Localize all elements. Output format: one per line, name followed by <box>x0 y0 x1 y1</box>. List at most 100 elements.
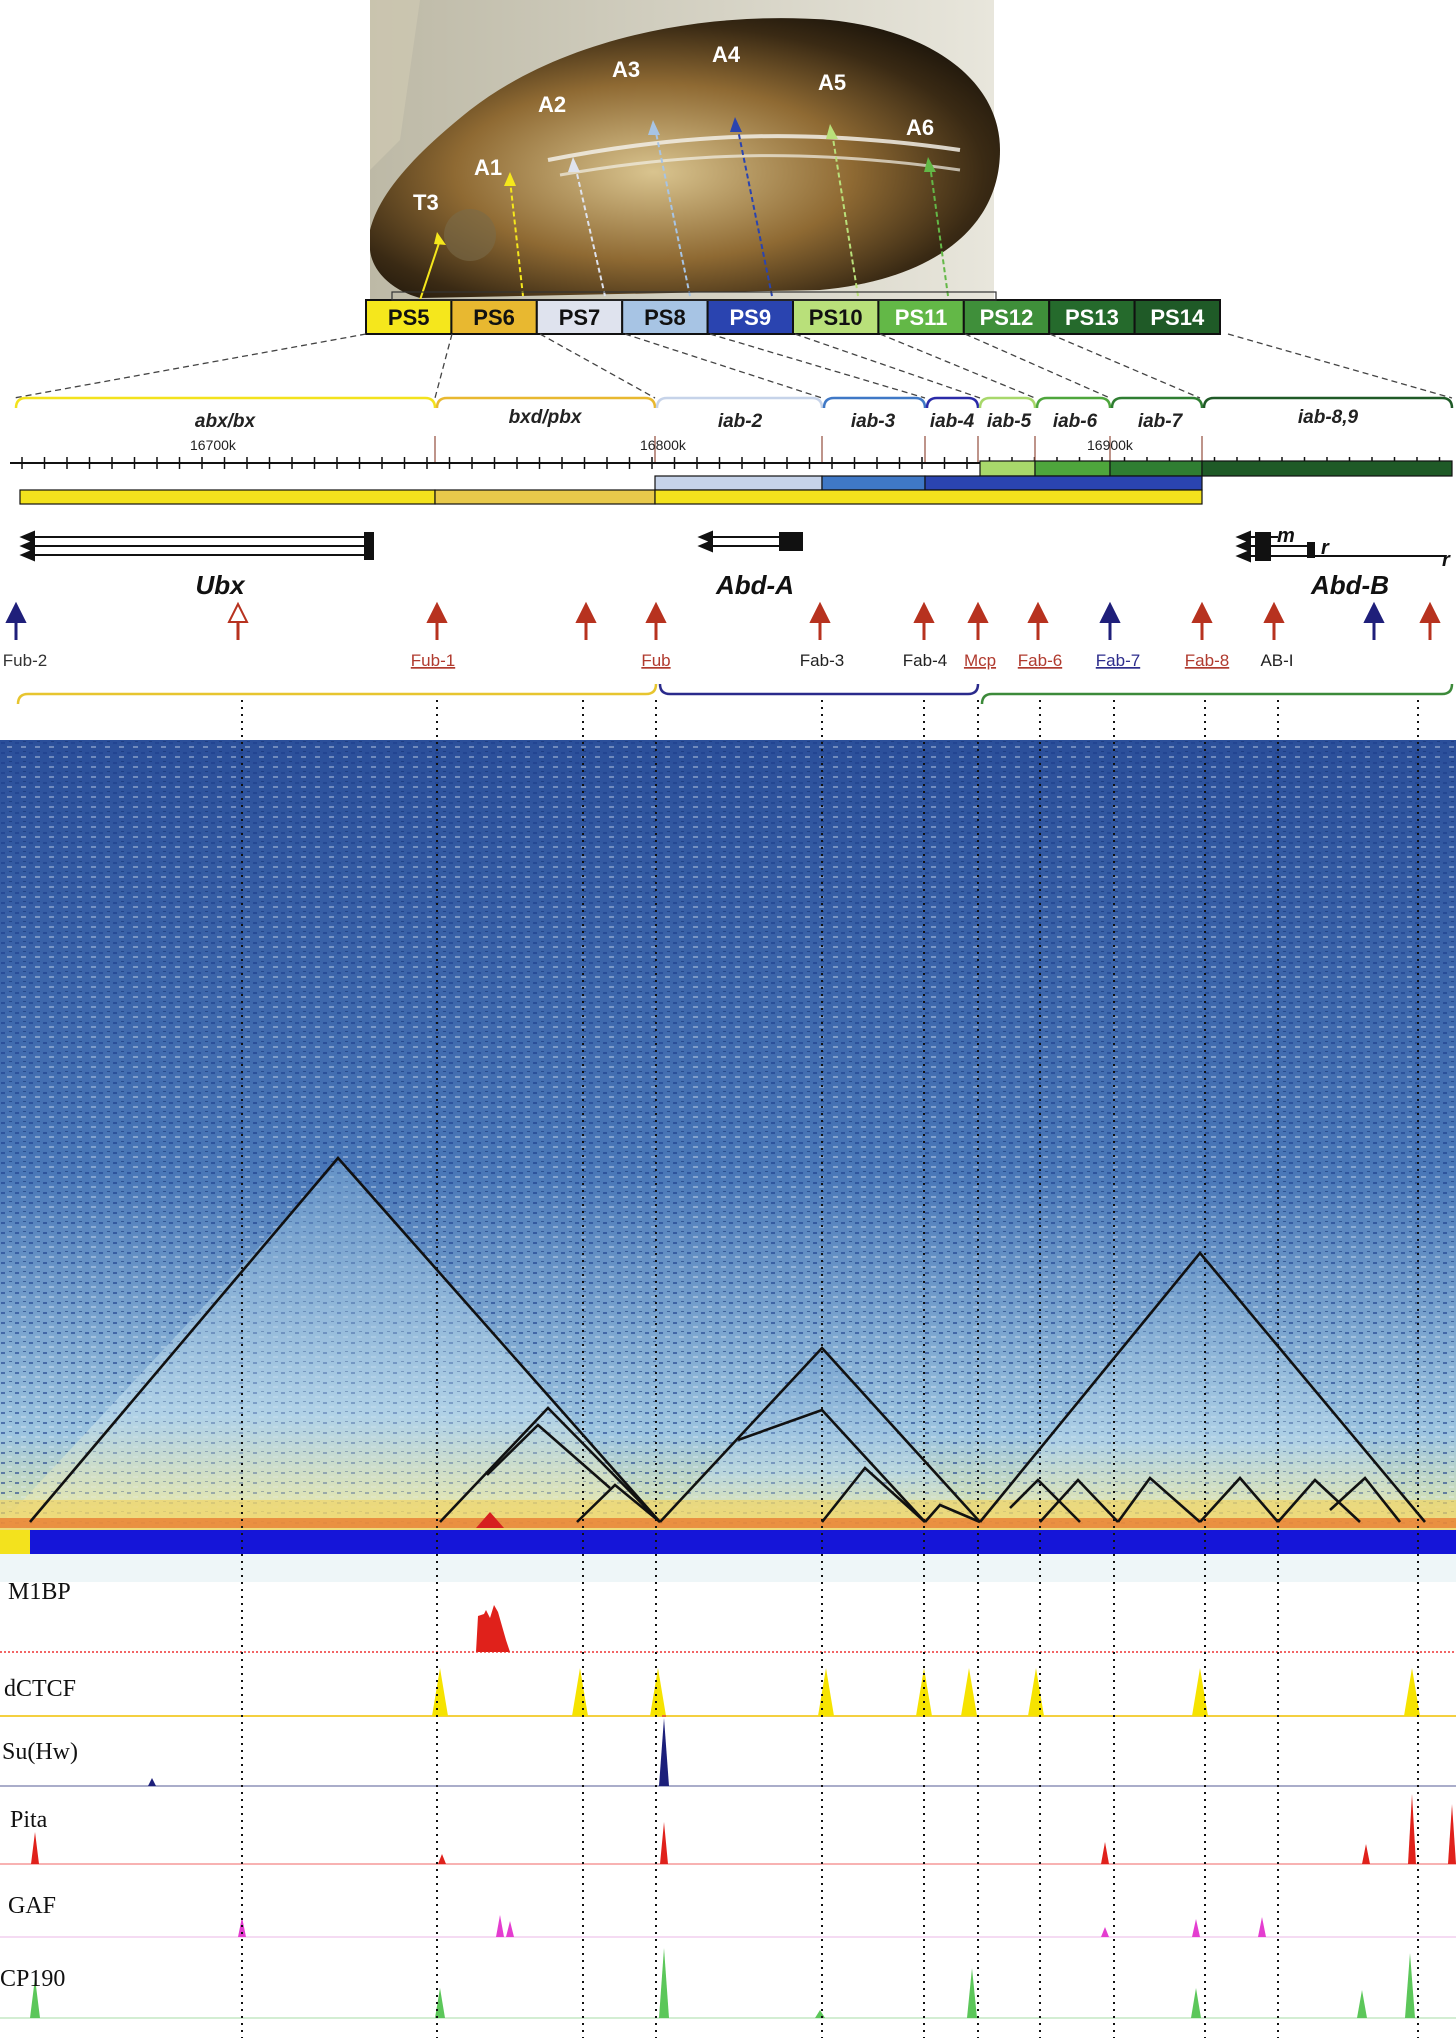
chip-peak-dctcf <box>1404 1668 1420 1716</box>
boundary-label-fub-1: Fub-1 <box>411 651 455 670</box>
track-label-m1bp: M1BP <box>8 1579 71 1605</box>
parasegment-overlap <box>391 291 997 301</box>
track-label-pita: Pita <box>10 1807 48 1833</box>
boundary-arrow <box>809 601 831 640</box>
chip-peak-dctcf <box>818 1668 834 1716</box>
chip-peaks <box>30 1605 1456 2018</box>
parasegment-label: PS13 <box>1065 305 1119 330</box>
boundary-arrow <box>1099 601 1121 640</box>
chip-peak-dctcf <box>432 1668 448 1716</box>
boundary-arrow <box>227 601 249 640</box>
coordinate-label: 16900k <box>1087 437 1134 453</box>
parasegment-label: PS8 <box>644 305 686 330</box>
chip-peak-gaf <box>1192 1919 1200 1937</box>
parasegment-label: PS6 <box>473 305 515 330</box>
parasegment-label: PS12 <box>980 305 1034 330</box>
boundary-labels: Fub-2 Fub-1 Fub Fab-3 Fab-4 Mcp Fab-6 Fa… <box>3 651 1294 670</box>
chip-peak-pita <box>660 1822 668 1864</box>
parasegment-box <box>962 299 1051 335</box>
boundary-label-fub-2: Fub-2 <box>3 651 47 670</box>
segment-label: A6 <box>906 115 934 140</box>
parasegment-box <box>365 299 453 335</box>
parasegment-label: PS10 <box>809 305 863 330</box>
chip-peak-suhw <box>659 1718 669 1786</box>
gene-models <box>19 530 1446 563</box>
chip-peak-cp190 <box>1405 1953 1415 2018</box>
tad-outlines <box>29 1156 1426 1524</box>
boundary-arrow <box>1191 601 1213 640</box>
tad-brackets <box>16 683 1454 705</box>
chip-peak-pita <box>1362 1844 1370 1864</box>
parasegment-bar: PS5 PS6 PS7 PS8 PS9 PS10 PS11 PS12 PS13 PS14 <box>365 291 1221 335</box>
track-label-dctcf: dCTCF <box>4 1676 76 1702</box>
fly-photo <box>370 0 1000 300</box>
chip-peak-pita <box>31 1832 39 1864</box>
track-label-cp190: CP190 <box>0 1966 65 1992</box>
gene-mark-m: m <box>1277 525 1295 547</box>
domain-labels: abx/bx bxd/pbx iab-2 iab-3 iab-4 iab-5 i… <box>195 407 1359 432</box>
gene-mark-r: r <box>1321 537 1330 559</box>
domain-color-bars <box>19 460 1453 505</box>
parasegment-label: PS14 <box>1150 305 1205 330</box>
chip-peak-m1bp <box>476 1605 510 1652</box>
segment-label: A1 <box>474 155 502 180</box>
hic-map <box>0 740 1456 1530</box>
tracks-background <box>0 1554 1456 2038</box>
gene-label: Abd-B <box>1310 570 1389 600</box>
boundary-arrow <box>1419 601 1441 640</box>
domain-label: iab-3 <box>851 411 896 432</box>
domain-label: iab-4 <box>930 411 975 432</box>
domain-label: iab-7 <box>1138 411 1184 432</box>
chip-peak-cp190 <box>1191 1988 1201 2018</box>
segment-label: A2 <box>538 92 566 117</box>
tracks-top-band <box>0 1554 1456 1582</box>
parasegment-label: PS5 <box>388 305 430 330</box>
parasegment-box <box>535 299 624 335</box>
domain-label: abx/bx <box>195 411 257 432</box>
segment-label: A4 <box>712 42 741 67</box>
segment-labels: T3 A1 A2 A3 A4 A5 A6 <box>413 42 934 215</box>
projection-lines <box>13 333 1453 399</box>
domain-brackets <box>14 396 1454 409</box>
segment-arrows <box>419 117 949 301</box>
parasegment-box <box>706 299 794 335</box>
chip-peak-suhw <box>148 1778 156 1786</box>
boundary-arrow <box>1263 601 1285 640</box>
boundary-arrows <box>5 601 1441 640</box>
boundary-label-fab-7: Fab-7 <box>1096 651 1140 670</box>
domain-label: iab-5 <box>987 411 1032 432</box>
boundary-arrow <box>913 601 935 640</box>
gene-label: Abd-A <box>715 570 794 600</box>
chip-peak-gaf <box>506 1921 514 1937</box>
gene-mark-labels: m r r <box>1277 525 1451 571</box>
chip-peak-cp190 <box>1357 1990 1367 2018</box>
segment-label: A3 <box>612 57 640 82</box>
chip-peak-dctcf <box>961 1668 977 1716</box>
chip-peak-pita <box>438 1854 446 1864</box>
chip-peak-dctcf <box>662 1715 666 1717</box>
parasegment-box <box>621 299 709 335</box>
boundary-arrow <box>645 601 667 640</box>
parasegment-label: PS11 <box>895 305 948 330</box>
boundary-label-ab-i: AB-I <box>1260 651 1293 670</box>
boundary-arrow <box>967 601 989 640</box>
chip-peak-dctcf <box>572 1668 588 1716</box>
segment-label: T3 <box>413 190 439 215</box>
domain-label: bxd/pbx <box>509 407 583 428</box>
chip-peak-gaf <box>496 1915 504 1937</box>
boundary-label-mcp: Mcp <box>964 651 996 670</box>
chip-peak-pita <box>1448 1804 1456 1864</box>
boundary-label-fab-4: Fab-4 <box>903 651 947 670</box>
track-label-suhw: Su(Hw) <box>2 1739 78 1765</box>
boundary-label-fub: Fub <box>641 651 670 670</box>
boundary-arrow <box>5 601 27 640</box>
domain-label: iab-6 <box>1053 411 1098 432</box>
chip-peak-dctcf <box>1192 1668 1208 1716</box>
chip-peak-pita <box>1408 1794 1416 1864</box>
coordinate-label: 16700k <box>190 437 237 453</box>
boundary-arrow <box>1027 601 1049 640</box>
segment-label: A5 <box>818 70 846 95</box>
gene-mark-r: r <box>1442 549 1451 571</box>
boundary-label-fab-6: Fab-6 <box>1018 651 1062 670</box>
domain-label: iab-2 <box>718 411 763 432</box>
